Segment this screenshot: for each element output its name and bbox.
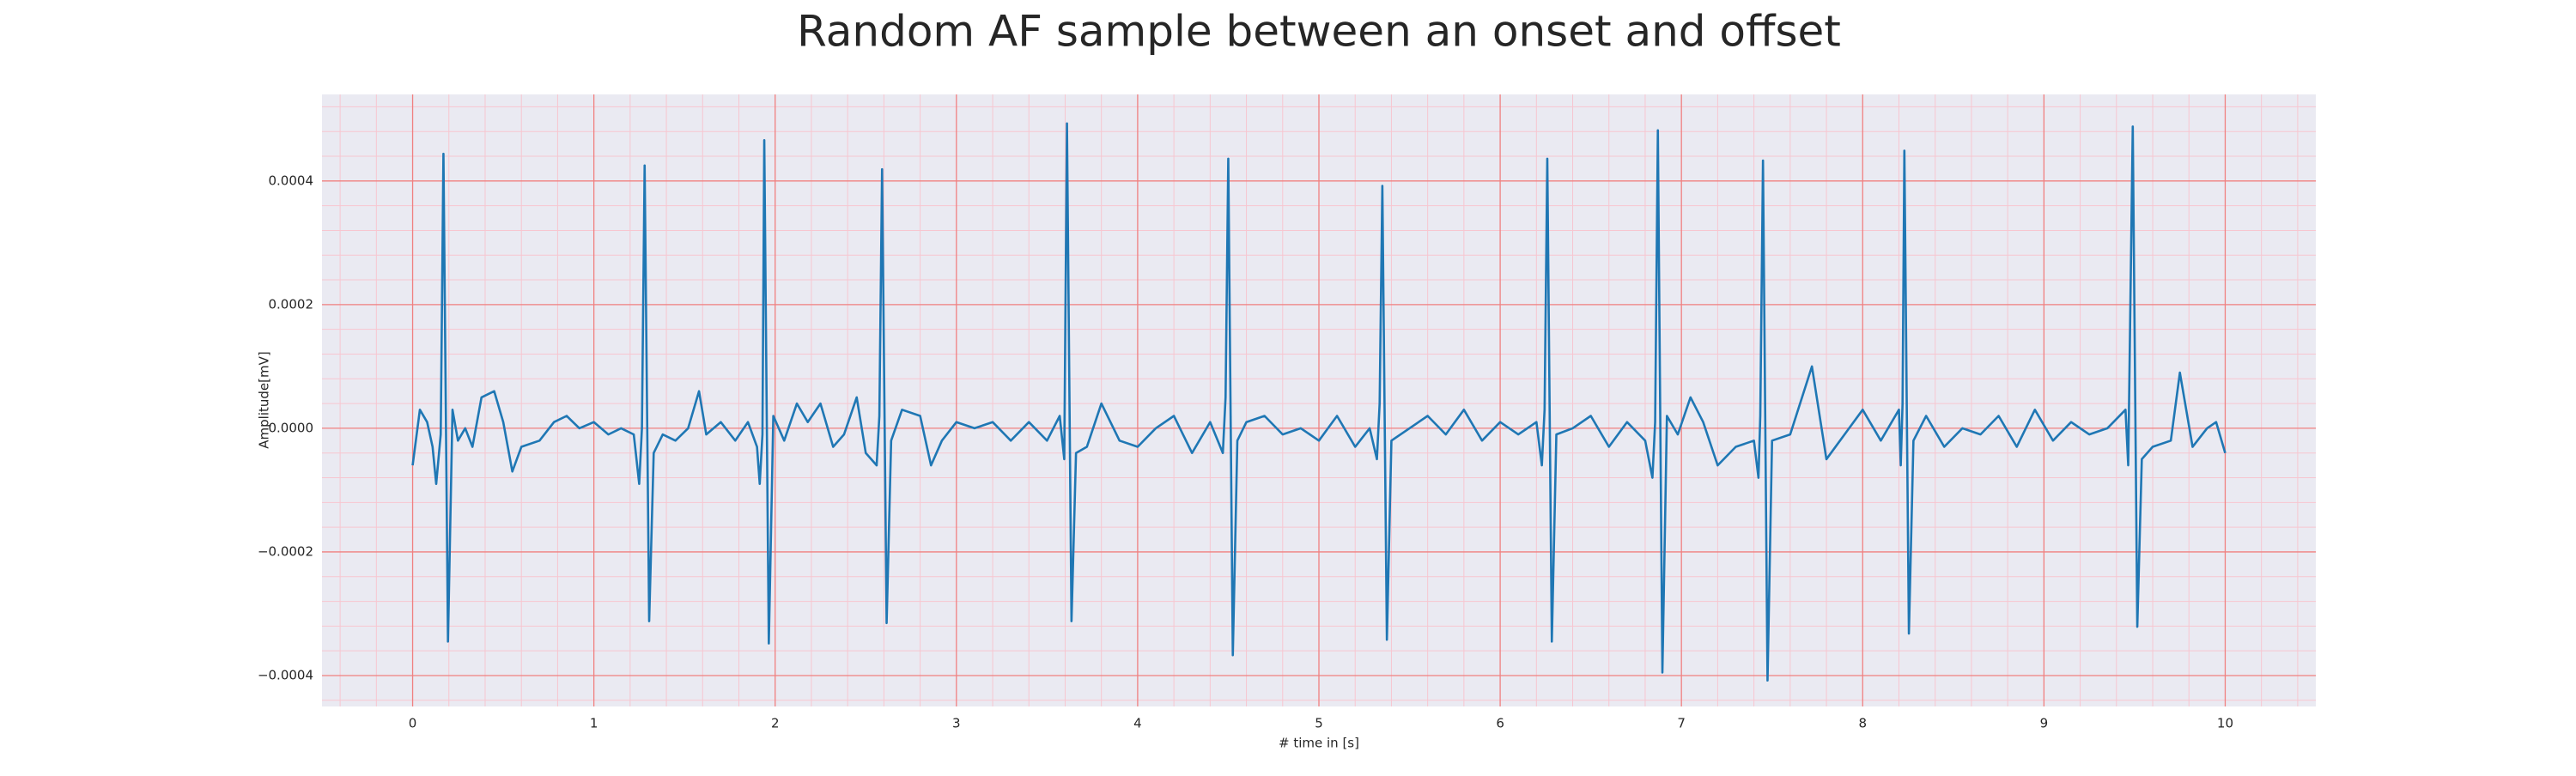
x-tick-label: 3 — [952, 716, 961, 731]
y-tick-label: −0.0002 — [258, 543, 313, 559]
x-tick-label: 8 — [1858, 716, 1867, 731]
x-axis-label: # time in [s] — [1279, 736, 1359, 751]
y-tick-label: 0.0000 — [269, 420, 314, 435]
x-tick-label: 4 — [1133, 716, 1142, 731]
x-tick-label: 7 — [1677, 716, 1686, 731]
y-axis-label: Amplitude[mV] — [257, 351, 272, 448]
y-tick-label: 0.0002 — [269, 296, 314, 312]
x-tick-label: 5 — [1315, 716, 1323, 731]
signal-line — [411, 122, 2227, 682]
x-tick-label: 2 — [771, 716, 780, 731]
x-tick-label: 10 — [2217, 716, 2233, 731]
x-tick-label: 6 — [1496, 716, 1504, 731]
y-tick-label: −0.0004 — [258, 667, 313, 682]
x-tick-label: 9 — [2040, 716, 2049, 731]
x-tick-label: 1 — [590, 716, 598, 731]
x-tick-label: 0 — [409, 716, 417, 731]
chart-title: Random AF sample between an onset and of… — [797, 7, 1841, 57]
y-tick-label: 0.0004 — [269, 173, 314, 188]
